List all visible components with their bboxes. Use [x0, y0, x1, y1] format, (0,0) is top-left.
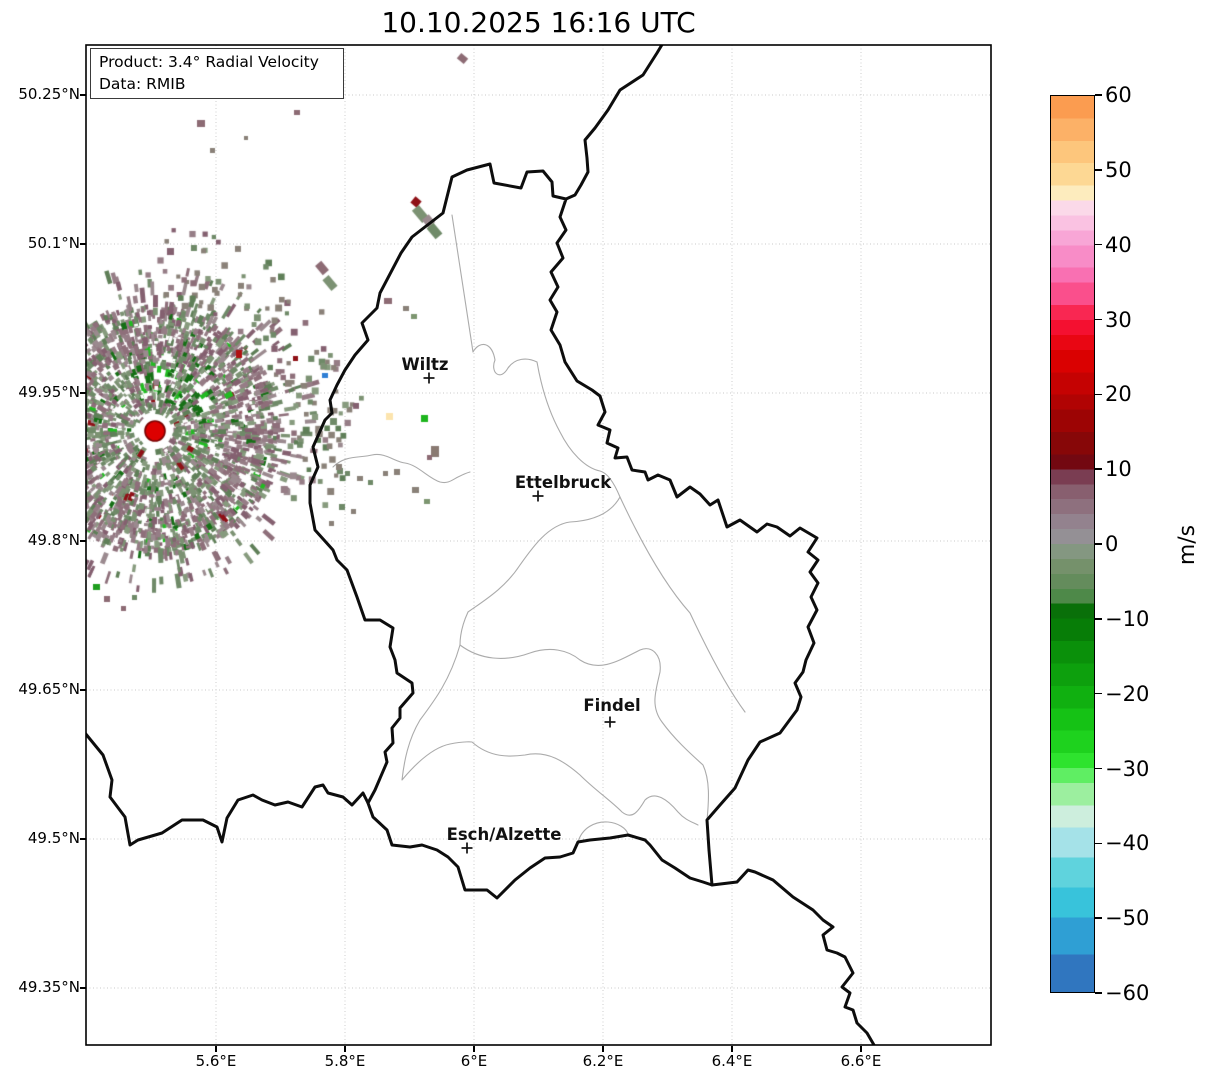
germany-belgium-border: [564, 45, 664, 201]
colorbar-tick-mark: [1095, 243, 1102, 246]
velocity-colorbar: [1050, 95, 1095, 993]
colorbar-tick-mark: [1095, 169, 1102, 171]
x-tick-mark: [344, 1046, 346, 1052]
product-info-box: Product: 3.4° Radial Velocity Data: RMIB: [90, 48, 344, 99]
y-tick-label: 49.65°N: [18, 680, 80, 698]
y-tick-mark: [80, 243, 86, 245]
x-tick-label: 6.4°E: [711, 1052, 753, 1070]
city-label: Findel: [583, 696, 640, 715]
product-info-line1: Product: 3.4° Radial Velocity: [99, 53, 319, 71]
y-tick-label: 49.35°N: [18, 978, 80, 996]
y-tick-mark: [80, 94, 86, 96]
colorbar-tick-mark: [1095, 94, 1102, 96]
colorbar-tick-label: 60: [1105, 83, 1132, 107]
colorbar-tick-label: −50: [1105, 906, 1150, 931]
colorbar-tick-label: 20: [1105, 382, 1132, 407]
city-label: Esch/Alzette: [447, 825, 562, 844]
colorbar-tick-mark: [1095, 767, 1102, 770]
france-belgium-border: [86, 731, 370, 847]
colorbar-tick-label: −30: [1105, 756, 1150, 781]
product-info-line2: Data: RMIB: [99, 75, 186, 93]
colorbar-tick-mark: [1095, 618, 1102, 620]
plot-frame: [85, 44, 992, 1046]
city-markers: Wiltz Ettelbruck Findel Esch/Alzette: [401, 355, 641, 854]
france-germany-border: [710, 868, 876, 1045]
x-tick-label: 6.6°E: [840, 1052, 882, 1070]
x-tick-mark: [215, 1046, 217, 1052]
colorbar-tick-mark: [1095, 543, 1102, 545]
x-tick-mark: [602, 1046, 604, 1052]
x-tick-mark: [860, 1046, 862, 1052]
colorbar-tick-mark: [1095, 992, 1102, 994]
colorbar-tick-label: −20: [1105, 681, 1150, 706]
colorbar-tick-label: 10: [1105, 457, 1132, 482]
colorbar-tick-label: 50: [1105, 157, 1132, 182]
figure-title: 10.10.2025 16:16 UTC: [381, 6, 696, 39]
radar-echo-canvas: [86, 45, 991, 1045]
colorbar-tick-label: 0: [1105, 532, 1119, 556]
y-tick-mark: [80, 540, 86, 542]
colorbar-tick-label: −60: [1105, 981, 1150, 1005]
x-tick-label: 6.2°E: [582, 1052, 624, 1070]
luxembourg-border: [308, 162, 820, 900]
y-tick-label: 49.8°N: [27, 531, 80, 549]
colorbar-tick-label: −40: [1105, 831, 1150, 856]
city-label: Wiltz: [401, 355, 448, 374]
y-tick-mark: [80, 392, 86, 394]
colorbar-tick-mark: [1095, 468, 1102, 470]
colorbar-tick-mark: [1095, 393, 1102, 396]
y-tick-label: 50.1°N: [27, 234, 80, 252]
colorbar-tick-label: 40: [1105, 232, 1132, 257]
colorbar-tick-mark: [1095, 842, 1102, 845]
colorbar-tick-mark: [1095, 318, 1102, 321]
x-tick-mark: [473, 1046, 475, 1052]
y-tick-mark: [80, 689, 86, 691]
x-tick-mark: [731, 1046, 733, 1052]
x-tick-label: 6°E: [460, 1052, 488, 1070]
y-tick-mark: [80, 987, 86, 989]
y-tick-mark: [80, 838, 86, 840]
y-tick-label: 50.25°N: [18, 85, 80, 103]
colorbar-tick-mark: [1095, 692, 1102, 695]
colorbar-tick-mark: [1095, 917, 1102, 919]
city-label: Ettelbruck: [515, 473, 612, 492]
colorbar-unit-label: m/s: [1175, 524, 1200, 566]
y-tick-label: 49.5°N: [27, 829, 80, 847]
colorbar-tick-label: −10: [1105, 606, 1150, 631]
x-tick-label: 5.6°E: [195, 1052, 237, 1070]
colorbar-tick-label: 30: [1105, 307, 1132, 332]
y-tick-label: 49.95°N: [18, 383, 80, 401]
x-tick-label: 5.8°E: [324, 1052, 366, 1070]
